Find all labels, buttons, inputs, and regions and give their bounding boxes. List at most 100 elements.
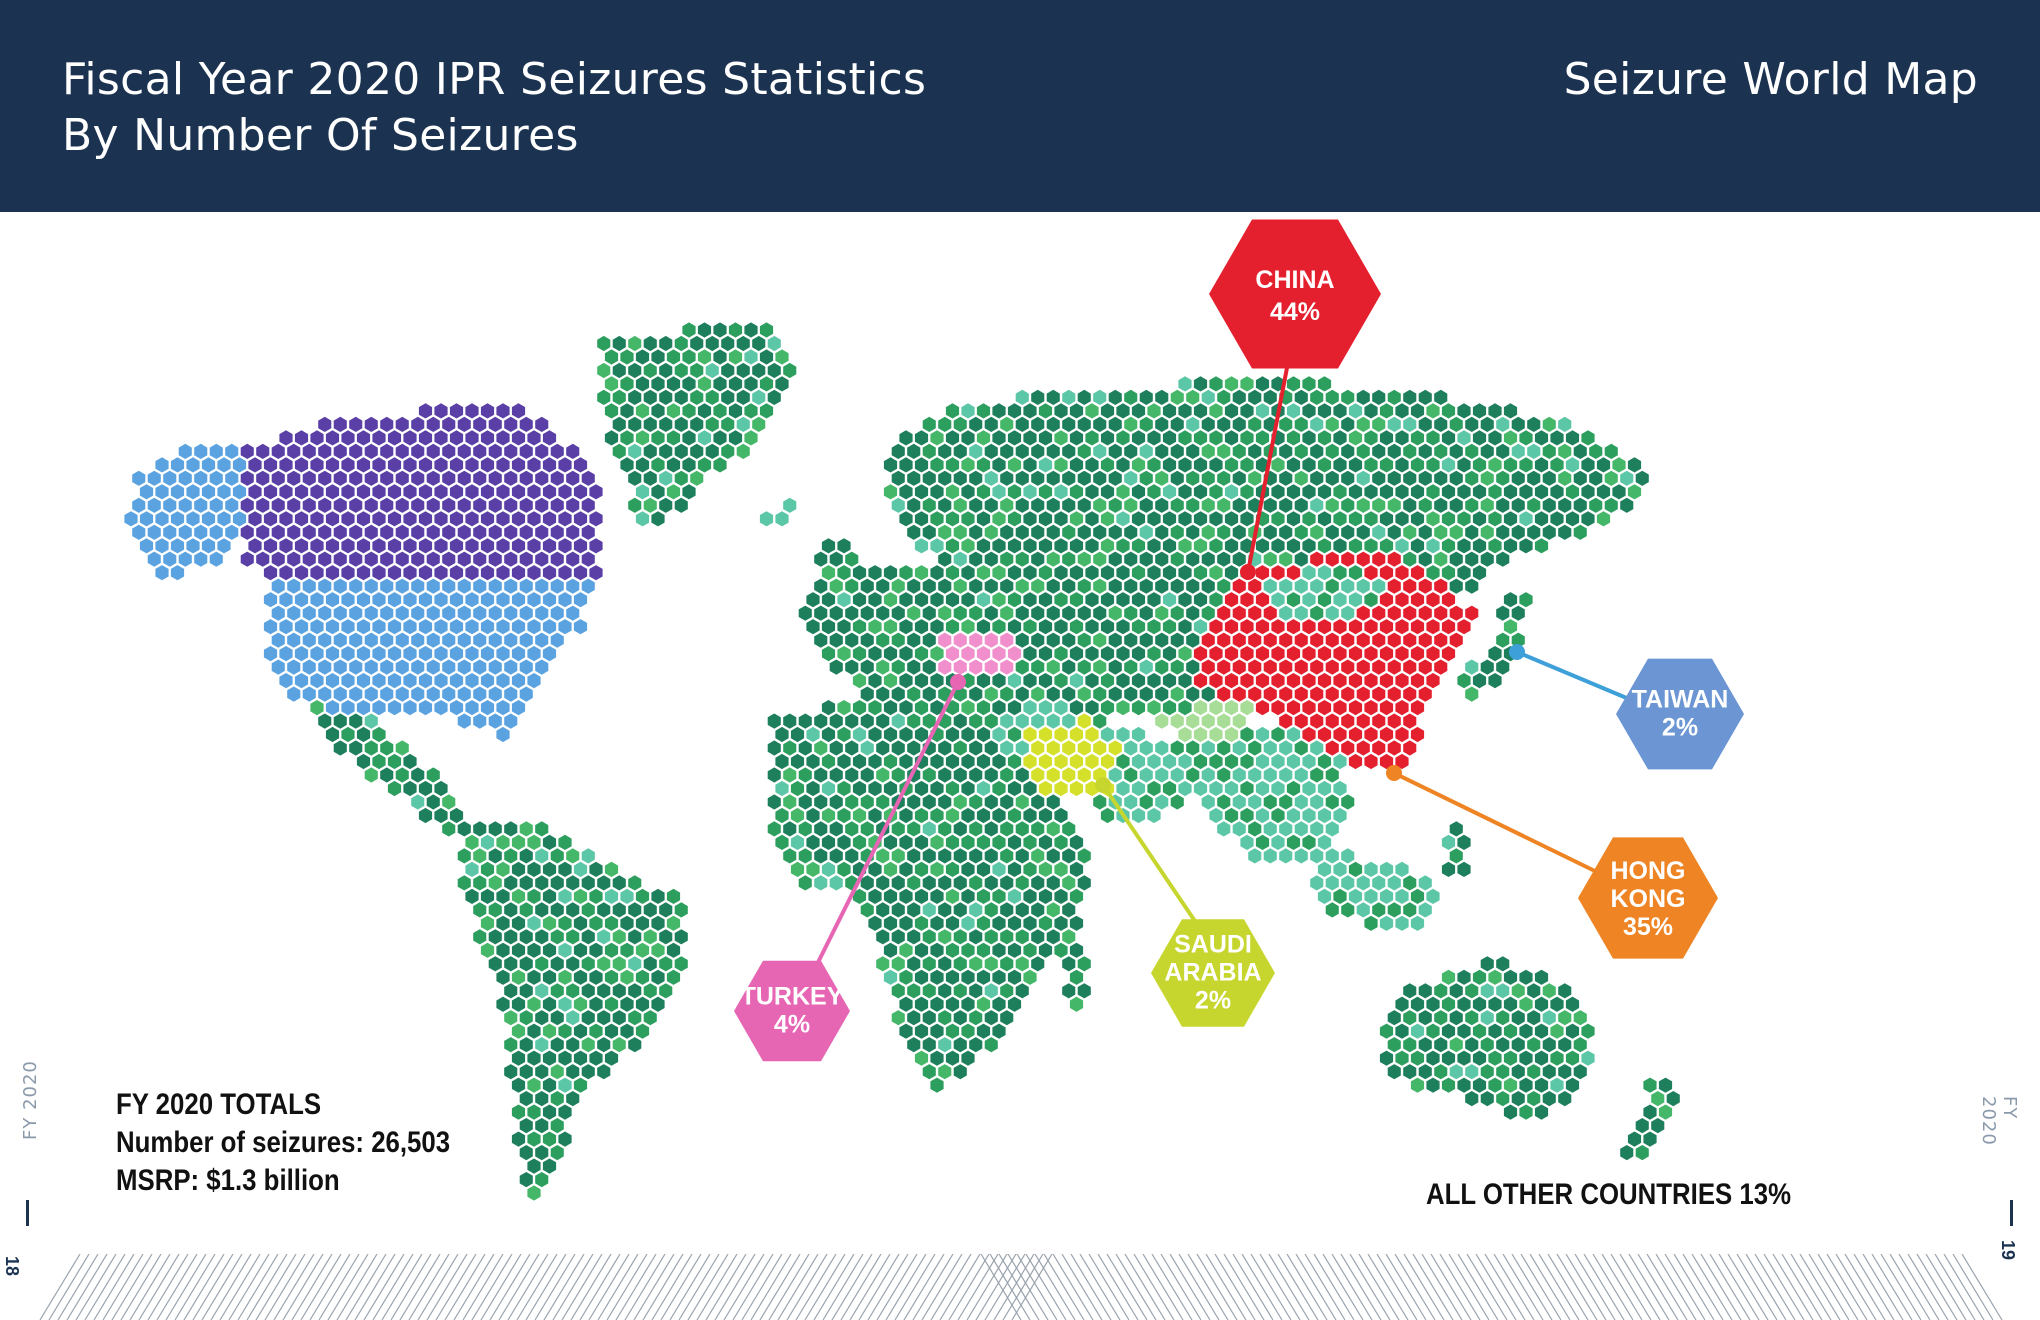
map-hex-africa (1023, 780, 1037, 797)
map-hex-russia-asia (1279, 497, 1293, 513)
map-hex-russia-asia (1465, 524, 1479, 540)
map-hex-china (1434, 632, 1448, 648)
map-hex-greenland (721, 362, 735, 379)
map-hex-russia-asia (992, 430, 1006, 446)
map-hex-europe (829, 659, 843, 675)
map-hex-africa (938, 956, 952, 972)
map-hex-south-america (480, 915, 495, 931)
map-hex-canada (473, 470, 487, 486)
map-hex-south-america (581, 848, 595, 864)
map-hex-africa (930, 996, 944, 1012)
map-hex-usa (294, 592, 309, 608)
map-hex-russia-asia (1186, 686, 1200, 702)
map-hex-russia-asia (1589, 470, 1603, 486)
map-hex-africa (938, 1010, 952, 1026)
map-hex-china (1387, 605, 1401, 621)
map-hex-russia-asia (1085, 700, 1099, 716)
map-hex-china (1209, 673, 1223, 689)
map-hex-usa (449, 619, 464, 635)
map-hex-greenland (759, 349, 774, 365)
map-hex-india-se-asia (1302, 780, 1316, 797)
map-hex-russia-asia (1116, 673, 1130, 689)
map-hex-usa (457, 632, 471, 648)
map-hex-russia-asia (1403, 389, 1417, 405)
map-hex-south-america (558, 996, 572, 1012)
map-hex-europe (914, 565, 929, 581)
map-hex-mexico-central (387, 753, 402, 770)
map-hex-russia-asia (1015, 551, 1029, 567)
map-hex-greenland (705, 335, 719, 352)
footer-hatch-line (1097, 1254, 1139, 1320)
footer-hatch-line (219, 1254, 261, 1320)
map-hex-scandinavia (899, 457, 913, 473)
map-hex-russia-asia (1116, 457, 1130, 473)
map-hex-australia (1527, 1010, 1541, 1026)
map-hex-usa (349, 686, 363, 702)
map-hex-south-america (542, 942, 557, 958)
map-hex-central-asia (1193, 726, 1208, 743)
map-hex-canada (418, 565, 433, 581)
map-hex-south-america (550, 929, 564, 945)
map-hex-canada (550, 551, 564, 567)
map-hex-russia-asia (1519, 430, 1533, 446)
map-hex-canada (318, 497, 332, 513)
map-hex-usa (271, 605, 285, 621)
map-hex-russia-asia (1062, 497, 1076, 513)
footer-hatch-line (138, 1254, 180, 1320)
map-hex-russia-asia (1031, 578, 1045, 594)
map-hex-africa (969, 875, 983, 891)
map-hex-china (1395, 592, 1409, 608)
map-hex-russia-asia (1178, 430, 1192, 446)
map-hex-turkey (969, 659, 983, 675)
leader-line-turkey (815, 681, 960, 966)
footer-hatch-line (1799, 1254, 1841, 1320)
map-hex-south-america (573, 1077, 588, 1093)
map-hex-russia-asia (1379, 511, 1394, 527)
map-hex-africa (938, 821, 952, 837)
map-hex-greenland (744, 403, 758, 419)
map-hex-greenland (666, 403, 681, 419)
map-hex-russia-asia (1519, 538, 1533, 554)
map-hex-russia-asia (1209, 376, 1223, 392)
map-hex-africa (876, 713, 890, 729)
map-hex-central-asia (1178, 726, 1192, 743)
map-hex-china (1403, 659, 1417, 675)
map-hex-russia-asia (1077, 389, 1091, 405)
footer-hatch-line (966, 1254, 1008, 1320)
map-hex-russia-asia (1031, 524, 1045, 540)
map-hex-europe (976, 700, 991, 716)
map-hex-scandinavia (891, 470, 905, 486)
map-hex-europe (876, 605, 890, 621)
map-hex-usa (418, 619, 433, 635)
map-hex-russia-asia (1395, 403, 1409, 419)
map-hex-europe (1007, 673, 1022, 689)
map-hex-china (1379, 673, 1394, 689)
map-hex-russia-asia (1341, 389, 1355, 405)
map-hex-russia-asia (984, 443, 998, 459)
map-hex-russia-asia (1232, 470, 1246, 486)
map-hex-south-america (535, 902, 549, 918)
map-hex-africa (1069, 915, 1084, 931)
footer-hatch-line (1835, 1254, 1877, 1320)
map-hex-russia-asia (1294, 524, 1308, 540)
map-hex-russia-asia (1054, 646, 1068, 662)
map-hex-usa (310, 619, 324, 635)
totals-msrp: MSRP: $1.3 billion (116, 1164, 340, 1197)
map-hex-russia-asia (1310, 524, 1324, 540)
map-hex-russia-asia (1147, 538, 1161, 554)
map-hex-canada (372, 538, 386, 554)
map-hex-australia (1426, 1077, 1440, 1093)
map-hex-greenland (612, 389, 626, 405)
map-hex-india-se-asia (1217, 767, 1231, 783)
map-hex-china (1395, 646, 1409, 662)
map-hex-australia (1457, 1050, 1471, 1066)
map-hex-australia (1457, 969, 1471, 985)
map-hex-china (1310, 632, 1324, 648)
map-hex-australia (1387, 1064, 1401, 1080)
map-hex-russia-asia (1178, 592, 1192, 608)
map-hex-greenland (635, 430, 650, 446)
map-hex-russia-asia (1038, 403, 1053, 419)
map-hex-russia-asia (1085, 619, 1099, 635)
map-hex-usa (325, 592, 340, 608)
map-hex-africa (938, 902, 952, 918)
